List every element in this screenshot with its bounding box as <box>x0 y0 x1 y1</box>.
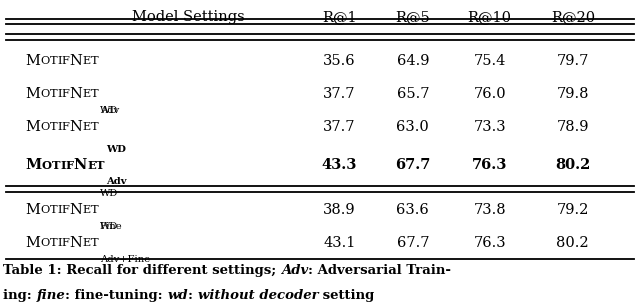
Text: Adv+Fine: Adv+Fine <box>100 255 150 264</box>
Text: M: M <box>26 54 40 68</box>
Text: 67.7: 67.7 <box>397 236 429 250</box>
Text: T: T <box>50 122 58 132</box>
Text: 63.6: 63.6 <box>396 203 429 217</box>
Text: T: T <box>50 238 58 248</box>
Text: O: O <box>40 89 50 99</box>
Text: Fine: Fine <box>100 222 122 231</box>
Text: Model Settings: Model Settings <box>132 10 245 24</box>
Text: 63.0: 63.0 <box>396 120 429 134</box>
Text: 76.3: 76.3 <box>474 236 506 250</box>
Text: F: F <box>62 56 70 66</box>
Text: 37.7: 37.7 <box>323 120 355 134</box>
Text: 43.3: 43.3 <box>321 158 357 172</box>
Text: T: T <box>91 89 99 99</box>
Text: T: T <box>91 122 99 132</box>
Text: 73.3: 73.3 <box>474 120 506 134</box>
Text: R@1: R@1 <box>322 10 356 24</box>
Text: ing:: ing: <box>3 289 36 302</box>
Text: Table 1: Recall for different settings;: Table 1: Recall for different settings; <box>3 264 281 277</box>
Text: 67.7: 67.7 <box>395 158 431 172</box>
Text: 64.9: 64.9 <box>397 54 429 68</box>
Text: M: M <box>26 158 42 172</box>
Text: I: I <box>60 160 66 171</box>
Text: M: M <box>26 236 40 250</box>
Text: I: I <box>58 89 62 99</box>
Text: E: E <box>87 160 96 171</box>
Text: 78.9: 78.9 <box>557 120 589 134</box>
Text: 73.8: 73.8 <box>474 203 506 217</box>
Text: E: E <box>83 205 91 215</box>
Text: N: N <box>70 236 83 250</box>
Text: E: E <box>83 89 91 99</box>
Text: F: F <box>62 122 70 132</box>
Text: M: M <box>26 203 40 217</box>
Text: : fine-tuning:: : fine-tuning: <box>65 289 168 302</box>
Text: : Adversarial Train-: : Adversarial Train- <box>308 264 451 277</box>
Text: M: M <box>26 87 40 101</box>
Text: N: N <box>74 158 87 172</box>
Text: WD: WD <box>100 189 118 198</box>
Text: fine: fine <box>36 289 65 302</box>
Text: Adv: Adv <box>281 264 308 277</box>
Text: 37.7: 37.7 <box>323 87 355 101</box>
Text: WD: WD <box>106 144 125 154</box>
Text: N: N <box>70 120 83 134</box>
Text: 79.2: 79.2 <box>557 203 589 217</box>
Text: I: I <box>58 56 62 66</box>
Text: without decoder: without decoder <box>198 289 319 302</box>
Text: 80.2: 80.2 <box>557 236 589 250</box>
Text: 43.1: 43.1 <box>323 236 355 250</box>
Text: 79.7: 79.7 <box>557 54 589 68</box>
Text: M: M <box>26 120 40 134</box>
Text: WD: WD <box>100 222 118 231</box>
Text: F: F <box>62 89 70 99</box>
Text: Adv: Adv <box>106 177 126 186</box>
Text: T: T <box>91 205 99 215</box>
Text: F: F <box>62 205 70 215</box>
Text: 35.6: 35.6 <box>323 54 355 68</box>
Text: N: N <box>70 54 83 68</box>
Text: 65.7: 65.7 <box>397 87 429 101</box>
Text: N: N <box>70 203 83 217</box>
Text: E: E <box>83 56 91 66</box>
Text: 80.2: 80.2 <box>555 158 591 172</box>
Text: R@5: R@5 <box>396 10 430 24</box>
Text: I: I <box>58 122 62 132</box>
Text: 75.4: 75.4 <box>474 54 506 68</box>
Text: I: I <box>58 238 62 248</box>
Text: 76.0: 76.0 <box>474 87 506 101</box>
Text: R@10: R@10 <box>468 10 511 24</box>
Text: wd: wd <box>168 289 188 302</box>
Text: T: T <box>96 160 104 171</box>
Text: setting: setting <box>319 289 374 302</box>
Text: O: O <box>40 238 50 248</box>
Text: Adv: Adv <box>100 106 119 115</box>
Text: T: T <box>91 238 99 248</box>
Text: WD: WD <box>100 106 118 115</box>
Text: I: I <box>58 205 62 215</box>
Text: O: O <box>40 205 50 215</box>
Text: F: F <box>62 238 70 248</box>
Text: O: O <box>42 160 52 171</box>
Text: 76.3: 76.3 <box>472 158 508 172</box>
Text: R@20: R@20 <box>551 10 595 24</box>
Text: T: T <box>52 160 60 171</box>
Text: T: T <box>50 89 58 99</box>
Text: T: T <box>50 205 58 215</box>
Text: F: F <box>66 160 74 171</box>
Text: O: O <box>40 122 50 132</box>
Text: T: T <box>50 56 58 66</box>
Text: T: T <box>91 56 99 66</box>
Text: O: O <box>40 56 50 66</box>
Text: :: : <box>188 289 198 302</box>
Text: N: N <box>70 87 83 101</box>
Text: 38.9: 38.9 <box>323 203 355 217</box>
Text: E: E <box>83 238 91 248</box>
Text: E: E <box>83 122 91 132</box>
Text: 79.8: 79.8 <box>557 87 589 101</box>
